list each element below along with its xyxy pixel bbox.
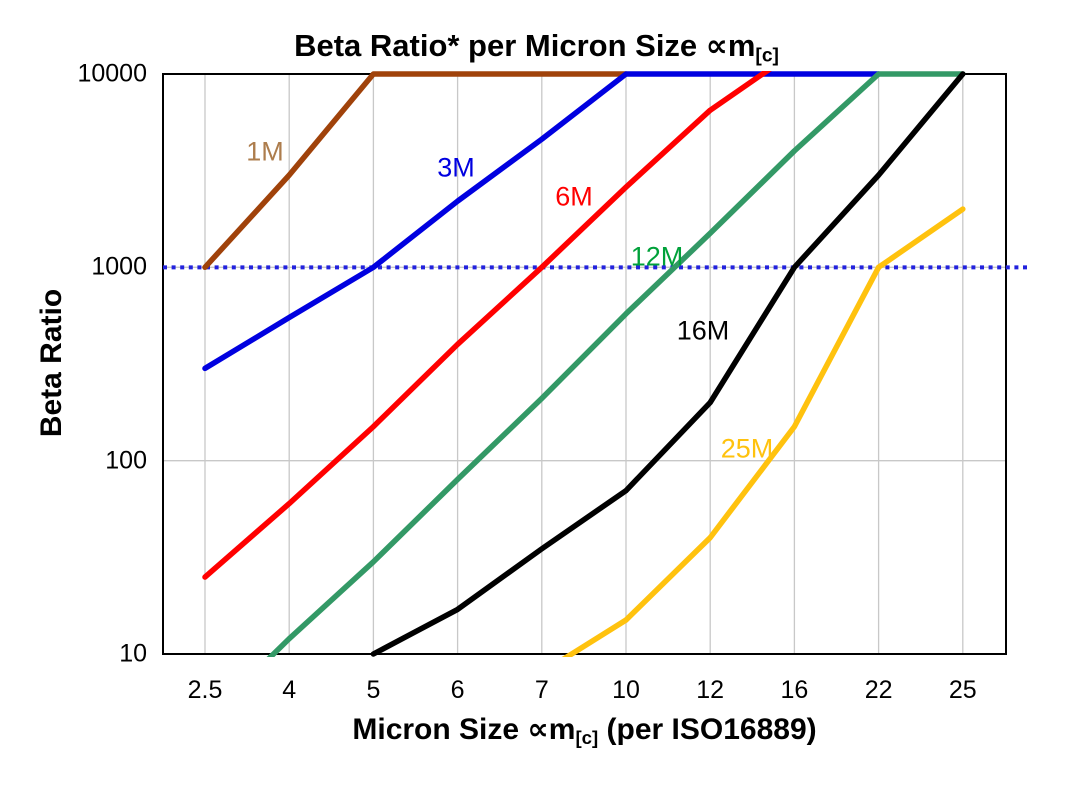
series-label-1m: 1M [246,136,284,167]
chart-title-subscript: [c] [755,45,779,67]
series-line-1m [202,71,629,271]
chart-title-text: Beta Ratio* per Micron Size ∝m [294,28,756,63]
x-tick-label-7: 7 [534,676,549,704]
series-line-6m [202,71,772,580]
chart-title: Beta Ratio* per Micron Size ∝m[c] [0,28,1073,67]
x-axis-title: Micron Size ∝m[c] (per ISO16889) [163,712,1006,749]
y-tick-label-1000: 1000 [91,252,147,281]
x-tick-label-10: 10 [612,676,640,704]
x-tick-label-22: 22 [864,676,893,704]
y-tick-label-10: 10 [119,639,147,668]
series-label-16m: 16M [676,315,730,346]
x-tick-label-4: 4 [282,676,297,704]
series-line-25m [561,206,966,657]
x-tick-label-25: 25 [948,676,977,704]
x-axis-title-text: Micron Size ∝m [352,713,576,746]
series-line-16m [370,71,966,657]
x-tick-label-2.5: 2.5 [187,676,223,704]
x-tick-label-16: 16 [780,676,809,704]
series-line-12m [266,71,966,657]
series-label-12m: 12M [630,241,684,272]
y-tick-label-10000: 10000 [77,59,147,88]
y-axis-title: Beta Ratio [35,288,68,438]
y-tick-label-100: 100 [105,446,147,475]
x-tick-label-6: 6 [450,676,465,704]
x-tick-label-12: 12 [696,676,725,704]
series-label-3m: 3M [437,152,475,183]
x-axis-title-suffix: (per ISO16889) [598,713,817,746]
x-tick-label-5: 5 [366,676,381,704]
series-label-6m: 6M [555,181,593,212]
series-label-25m: 25M [720,433,774,464]
x-axis-title-subscript: [c] [575,727,599,749]
